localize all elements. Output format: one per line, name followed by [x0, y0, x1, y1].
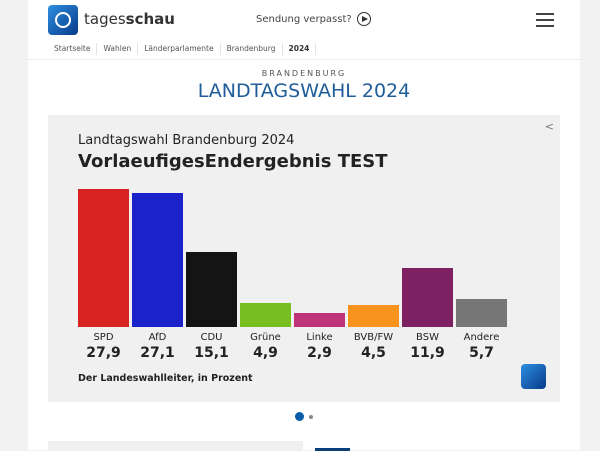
divider — [28, 59, 580, 60]
chart-subtitle: VorlaeufigesEndergebnis TEST — [78, 151, 388, 172]
missed-show-link[interactable]: Sendung verpasst? — [256, 12, 371, 26]
breadcrumb: Startseite Wahlen Länderparlamente Brand… — [48, 43, 317, 55]
chart-card: < Landtagswahl Brandenburg 2024 Vorlaeuf… — [48, 115, 560, 402]
carousel-dots — [295, 412, 313, 421]
bar-value: 4,9 — [253, 345, 278, 361]
bar-label: CDU — [200, 332, 223, 343]
bar-label: Linke — [306, 332, 333, 343]
brand-name[interactable]: tagesschau — [84, 10, 175, 28]
chart-source: Der Landeswahlleiter, in Prozent — [78, 373, 253, 384]
breadcrumb-item[interactable]: Länderparlamente — [138, 43, 221, 55]
chart-title: Landtagswahl Brandenburg 2024 — [78, 133, 295, 148]
bar-label: SPD — [93, 332, 114, 343]
brand-light: tages — [84, 10, 126, 28]
bar-linke — [294, 312, 345, 327]
bar-label: Grüne — [250, 332, 281, 343]
carousel-dot[interactable] — [309, 414, 313, 419]
bar-value: 5,7 — [469, 345, 494, 361]
bar-spd — [78, 188, 129, 327]
breadcrumb-item[interactable]: Brandenburg — [221, 43, 283, 55]
bar-grne — [240, 302, 291, 327]
share-icon[interactable]: < — [544, 120, 554, 133]
bar-andere — [456, 298, 507, 327]
bar-label: AfD — [148, 332, 167, 343]
play-icon — [356, 12, 371, 26]
page: tagesschau Sendung verpasst? Startseite … — [28, 0, 580, 451]
bar-value: 27,1 — [140, 345, 175, 361]
kicker: BRANDENBURG — [261, 69, 347, 78]
bar-bsw — [402, 268, 453, 327]
bar-afd — [132, 192, 183, 327]
bar-label: BVB/FW — [353, 332, 394, 343]
tagesschau-logo[interactable] — [48, 5, 78, 35]
bar-value: 27,9 — [86, 345, 121, 361]
missed-label: Sendung verpasst? — [256, 13, 352, 25]
breadcrumb-item[interactable]: Wahlen — [97, 43, 139, 55]
bar-cdu — [186, 252, 237, 327]
bar-bvbfw — [348, 304, 399, 327]
bar-label: Andere — [463, 332, 500, 343]
bar-value: 15,1 — [194, 345, 229, 361]
bar-label: BSW — [416, 332, 439, 343]
carousel-dot-active[interactable] — [295, 412, 304, 421]
page-title: LANDTAGSWAHL 2024 — [197, 80, 411, 102]
hamburger-menu-icon[interactable] — [536, 13, 554, 31]
breadcrumb-item[interactable]: 2024 — [283, 43, 317, 55]
bar-value: 11,9 — [410, 345, 445, 361]
brand-bold: schau — [125, 10, 175, 28]
tagesschau-logo-small — [521, 364, 546, 389]
bar-value: 2,9 — [307, 345, 332, 361]
next-card — [48, 441, 303, 451]
bar-value: 4,5 — [361, 345, 386, 361]
breadcrumb-item[interactable]: Startseite — [48, 43, 98, 55]
